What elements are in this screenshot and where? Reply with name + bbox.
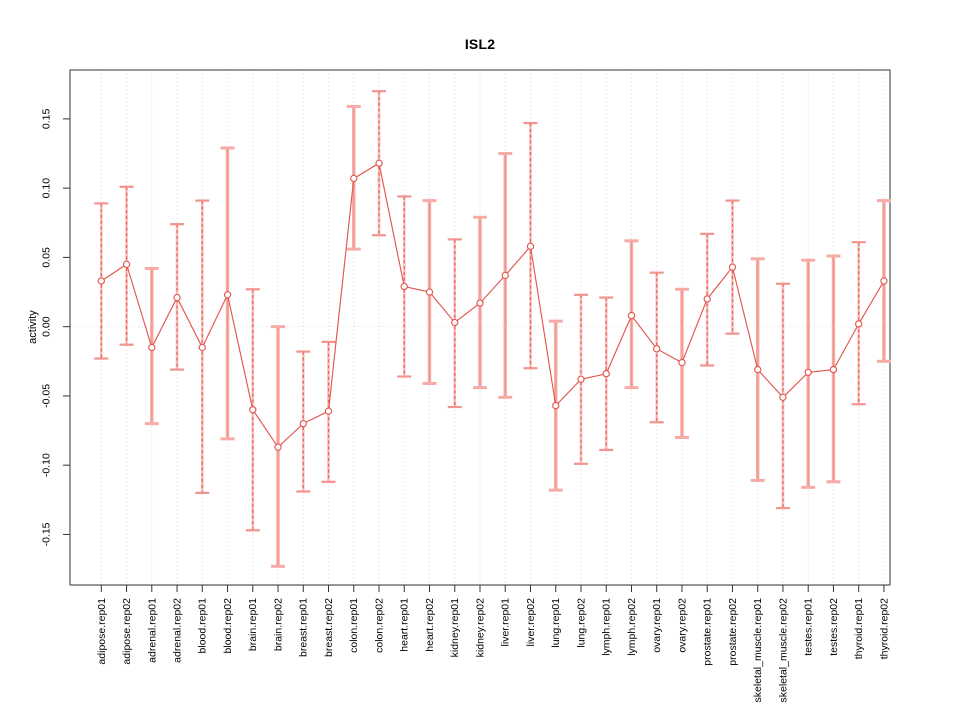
data-point — [678, 359, 686, 367]
data-point — [324, 407, 333, 415]
data-point — [425, 288, 434, 296]
x-tick-label: breast.rep02 — [323, 598, 335, 657]
x-tick-label: testes.rep01 — [803, 598, 815, 656]
data-point — [97, 277, 105, 285]
data-point — [855, 320, 863, 328]
x-tick-label: blood.rep01 — [197, 598, 209, 654]
data-point — [703, 295, 711, 303]
x-tick-label: brain.rep02 — [272, 598, 284, 651]
data-point — [375, 159, 383, 167]
y-axis: 0.15 0.10 0.05 0.00 -0.05 -0.10 -0.15 — [40, 109, 70, 546]
x-axis: adipose.rep01 adipose.rep02 adrenal.rep01 a… — [96, 585, 890, 703]
x-tick-label: colon.rep01 — [348, 598, 360, 653]
data-point — [198, 343, 206, 352]
x-tick-label: thyroid.rep02 — [878, 598, 890, 659]
y-tick-label: -0.10 — [40, 453, 52, 477]
data-point — [249, 406, 257, 414]
data-point — [274, 443, 282, 451]
x-tick-label: lymph.rep01 — [601, 598, 613, 656]
x-tick-label: lung.rep01 — [550, 598, 562, 648]
y-tick-label: 0.05 — [40, 247, 52, 268]
data-point — [122, 260, 131, 269]
data-point — [173, 293, 181, 302]
x-tick-label: prostate.rep01 — [702, 598, 714, 666]
data-point — [526, 242, 535, 251]
y-tick-label: 0.10 — [40, 178, 52, 199]
x-tick-label: skeletal_muscle.rep01 — [752, 598, 764, 703]
x-tick-label: testes.rep02 — [828, 598, 840, 656]
data-point — [223, 291, 232, 299]
x-tick-label: breast.rep01 — [298, 598, 310, 657]
y-tick-label: -0.05 — [40, 384, 52, 408]
x-tick-label: kidney.rep01 — [449, 598, 461, 658]
data-point — [148, 343, 156, 352]
data-point — [804, 368, 812, 377]
x-tick-label: brain.rep01 — [247, 598, 259, 651]
x-tick-label: liver.rep01 — [500, 598, 512, 647]
data-point — [653, 345, 661, 353]
y-tick-label: 0.00 — [40, 316, 52, 337]
data-point — [476, 299, 484, 307]
x-tick-label: blood.rep02 — [222, 598, 234, 654]
data-point — [627, 311, 636, 320]
error-bars — [94, 90, 891, 568]
data-point — [754, 365, 762, 374]
x-tick-label: prostate.rep02 — [727, 598, 739, 666]
data-point — [451, 318, 459, 327]
x-tick-label: ovary.rep01 — [651, 598, 663, 653]
x-tick-label: lymph.rep02 — [626, 598, 638, 656]
data-point — [829, 365, 838, 374]
data-point — [299, 419, 307, 428]
data-point — [350, 174, 358, 183]
x-tick-label: adipose.rep01 — [96, 598, 108, 665]
y-tick-label: -0.15 — [40, 522, 52, 546]
chart-title: ISL2 — [464, 36, 496, 52]
data-point — [400, 282, 408, 291]
data-point — [880, 277, 888, 285]
gridlines — [70, 70, 890, 585]
data-point — [577, 375, 585, 383]
x-tick-label: liver.rep02 — [525, 598, 537, 647]
x-tick-label: thyroid.rep01 — [853, 598, 865, 659]
x-tick-label: adrenal.rep01 — [146, 598, 158, 663]
x-tick-label: lung.rep02 — [575, 598, 587, 648]
x-tick-label: ovary.rep02 — [676, 598, 688, 653]
x-tick-label: heart.rep02 — [424, 598, 436, 652]
x-tick-label: skeletal_muscle.rep02 — [777, 598, 789, 703]
data-point — [602, 370, 610, 378]
data-point — [501, 271, 509, 280]
x-tick-label: kidney.rep02 — [474, 598, 486, 658]
data-point — [779, 393, 787, 401]
data-point — [728, 263, 737, 271]
data-point — [552, 401, 560, 410]
x-tick-label: adrenal.rep02 — [172, 598, 184, 663]
data-points — [97, 159, 888, 451]
x-tick-label: adipose.rep02 — [121, 598, 133, 665]
y-tick-label: 0.15 — [40, 109, 52, 130]
x-tick-label: heart.rep01 — [399, 598, 411, 652]
data-line — [100, 162, 885, 449]
x-tick-label: colon.rep02 — [373, 598, 385, 653]
